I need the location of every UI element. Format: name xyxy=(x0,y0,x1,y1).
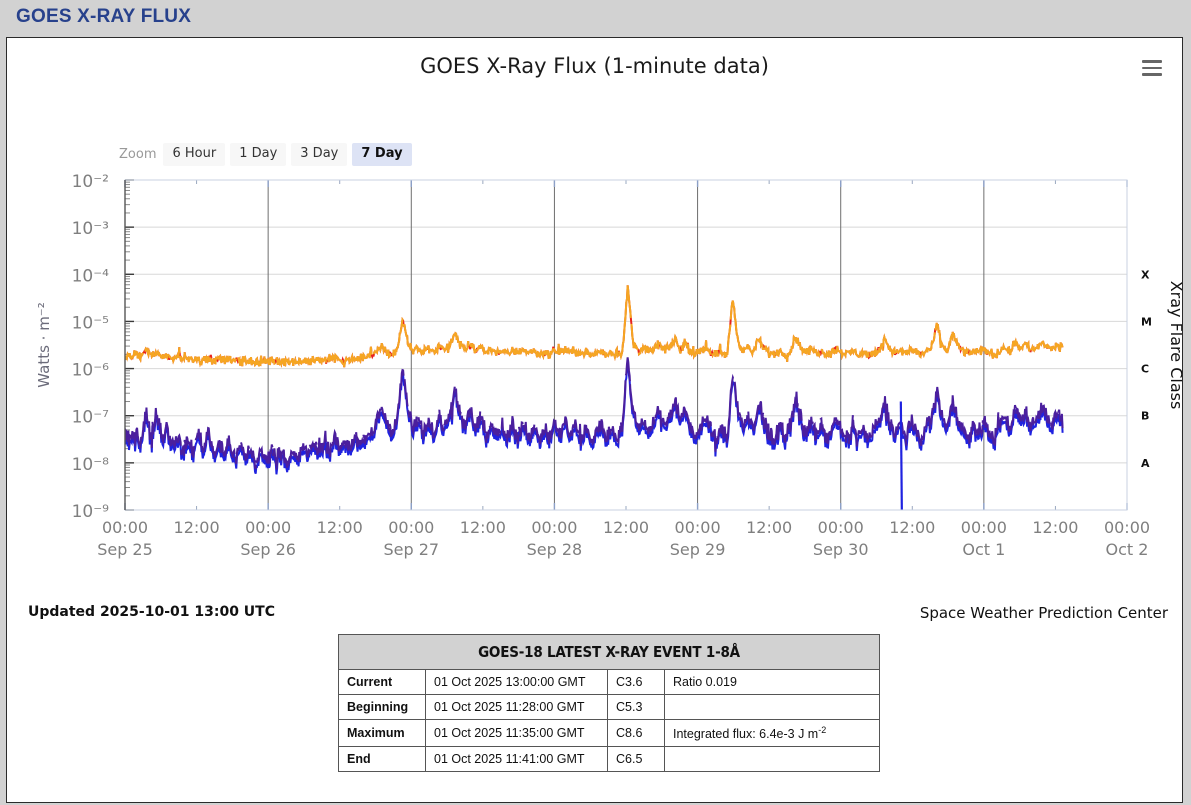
hamburger-line xyxy=(1142,60,1162,63)
event-row-label: Current xyxy=(338,669,426,695)
zoom-label: Zoom xyxy=(119,147,157,163)
zoom-button-3-day[interactable]: 3 Day xyxy=(291,143,348,167)
zoom-button-1-day[interactable]: 1 Day xyxy=(230,143,287,167)
y-tick-label: 10⁻² xyxy=(72,172,109,192)
flare-class-axis-title: Xray Flare Class xyxy=(1167,281,1182,410)
event-row-time: 01 Oct 2025 11:28:00 GMT xyxy=(425,694,608,720)
plot-frame xyxy=(124,179,1128,511)
event-row-label: End xyxy=(338,746,426,773)
y-axis-title: Watts · m⁻² xyxy=(35,302,53,388)
x-tick-time: 12:00 xyxy=(174,518,220,537)
event-row-label: Maximum xyxy=(338,718,426,748)
y-tick-label: 10⁻⁹ xyxy=(72,502,110,522)
x-tick-date: Oct 1 xyxy=(962,540,1005,559)
x-tick-time: 12:00 xyxy=(889,518,935,537)
agency-label: Space Weather Prediction Center xyxy=(919,604,1168,622)
zoom-range-selector: Zoom 6 Hour 1 Day 3 Day 7 Day xyxy=(119,143,412,167)
event-row-time: 01 Oct 2025 11:35:00 GMT xyxy=(425,718,608,748)
x-tick-date: Sep 25 xyxy=(97,540,153,559)
hamburger-line xyxy=(1142,66,1162,70)
x-axis-labels: 00:00 Sep 25 12:00 00:00 Sep 26 12:00 00:00 Sep… xyxy=(97,518,1150,559)
event-row-note: Ratio 0.019 xyxy=(664,669,880,695)
y-tick-label: 10⁻⁵ xyxy=(72,313,109,333)
xray-flux-chart: 10⁻² 10⁻³ 10⁻⁴ 10⁻⁵ 10⁻⁶ 10⁻⁷ 10⁻⁸ 10⁻⁹ 00:00 Se… xyxy=(35,172,1182,559)
event-row-note xyxy=(664,694,880,720)
y-tick-label: 10⁻³ xyxy=(72,219,109,239)
x-tick-time: 00:00 xyxy=(818,518,864,537)
x-tick-time: 00:00 xyxy=(1104,518,1150,537)
x-tick-date: Sep 26 xyxy=(240,540,296,559)
flare-class-label: B xyxy=(1141,410,1149,423)
zoom-button-6-hour[interactable]: 6 Hour xyxy=(163,143,226,167)
table-row: Maximum 01 Oct 2025 11:35:00 GMT C8.6 Integ… xyxy=(338,718,880,748)
event-row-class: C6.5 xyxy=(607,746,665,773)
event-row-note: Integrated flux: 6.4e-3 J m-2 xyxy=(664,718,880,748)
flare-class-label: A xyxy=(1141,457,1150,470)
axis-titles: Watts · m⁻²Universal Time xyxy=(35,302,53,388)
x-tick-time: 12:00 xyxy=(746,518,792,537)
x-tick-time: 00:00 xyxy=(245,518,291,537)
x-tick-time: 12:00 xyxy=(460,518,506,537)
x-tick-time: 12:00 xyxy=(317,518,363,537)
flare-class-axis: X M C B A Xray Flare Class xyxy=(1141,268,1182,470)
flare-class-label: M xyxy=(1141,315,1152,328)
chart-panel: GOES X-Ray Flux (1-minute data) Zoom 6 H… xyxy=(6,37,1183,803)
updated-timestamp: Updated 2025-10-01 13:00 UTC xyxy=(28,604,275,620)
table-row: End 01 Oct 2025 11:41:00 GMT C6.5 xyxy=(338,746,880,773)
y-tick-label: 10⁻⁴ xyxy=(72,266,110,286)
flare-class-label: X xyxy=(1141,268,1150,281)
x-tick-time: 00:00 xyxy=(388,518,434,537)
event-row-time: 01 Oct 2025 13:00:00 GMT xyxy=(425,669,608,695)
x-tick-time: 00:00 xyxy=(961,518,1007,537)
table-row: Beginning 01 Oct 2025 11:28:00 GMT C5.3 xyxy=(338,694,880,720)
event-row-class: C3.6 xyxy=(607,669,665,695)
y-tick-label: 10⁻⁷ xyxy=(72,408,110,428)
x-tick-date: Sep 28 xyxy=(527,540,583,559)
table-row: Current 01 Oct 2025 13:00:00 GMT C3.6 Ratio… xyxy=(338,669,880,695)
y-tick-label: 10⁻⁶ xyxy=(72,361,110,381)
zoom-button-7-day[interactable]: 7 Day xyxy=(352,143,412,167)
x-tick-time: 00:00 xyxy=(531,518,577,537)
event-row-class: C5.3 xyxy=(607,694,665,720)
y-axis-labels: 10⁻² 10⁻³ 10⁻⁴ 10⁻⁵ 10⁻⁶ 10⁻⁷ 10⁻⁸ 10⁻⁹ xyxy=(72,172,110,522)
x-tick-date: Oct 2 xyxy=(1106,540,1149,559)
series-goes-19-short xyxy=(125,357,1064,470)
hamburger-line xyxy=(1142,73,1162,76)
y-tick-label: 10⁻⁸ xyxy=(72,455,110,475)
page-title: GOES X-RAY FLUX xyxy=(16,6,192,27)
series-dropout-spike xyxy=(899,401,903,510)
x-tick-date: Sep 29 xyxy=(670,540,726,559)
app-header-bar: GOES X-RAY FLUX xyxy=(0,0,1191,37)
x-tick-time: 00:00 xyxy=(675,518,721,537)
x-tick-time: 00:00 xyxy=(102,518,148,537)
chart-title: GOES X-Ray Flux (1-minute data) xyxy=(420,54,769,78)
x-tick-time: 12:00 xyxy=(603,518,649,537)
series-goes-19-long xyxy=(125,285,1064,368)
day-separators xyxy=(267,180,985,510)
flare-class-label: C xyxy=(1141,363,1149,376)
event-row-note xyxy=(664,746,880,773)
event-row-time: 01 Oct 2025 11:41:00 GMT xyxy=(425,746,608,773)
event-row-class: C8.6 xyxy=(607,718,665,748)
x-tick-time: 12:00 xyxy=(1032,518,1078,537)
latest-xray-event-table: GOES-18 LATEST X-RAY EVENT 1-8Å Current 0… xyxy=(338,634,880,773)
hamburger-icon[interactable] xyxy=(1142,60,1164,78)
x-tick-date: Sep 30 xyxy=(813,540,869,559)
chart-series xyxy=(125,285,1064,510)
event-table-heading: GOES-18 LATEST X-RAY EVENT 1-8Å xyxy=(338,634,880,670)
x-tick-date: Sep 27 xyxy=(383,540,439,559)
event-row-label: Beginning xyxy=(338,694,426,720)
